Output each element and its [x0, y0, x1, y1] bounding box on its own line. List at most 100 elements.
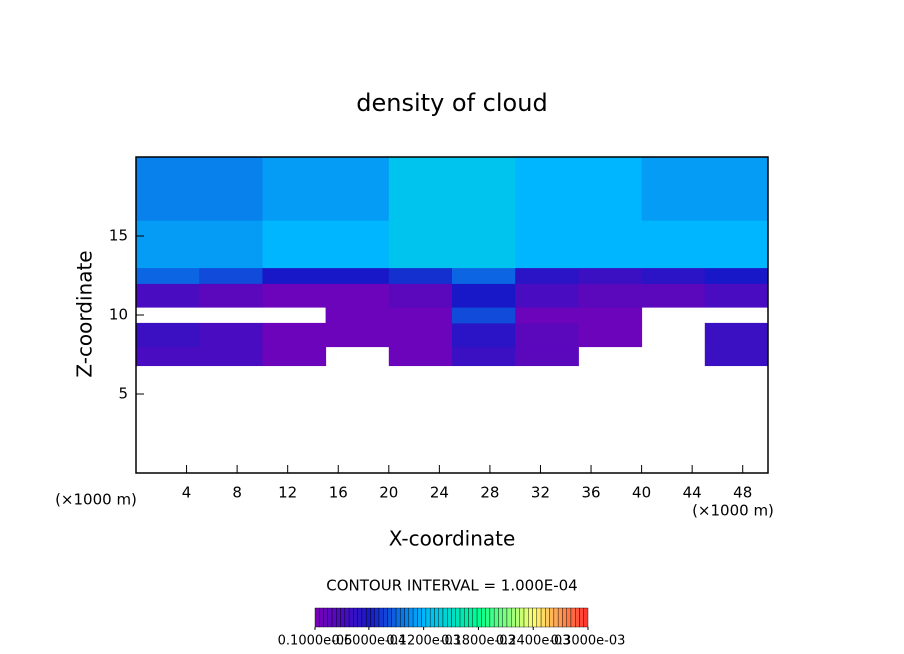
- colorbar-stripe: [536, 607, 542, 628]
- x-axis-label: X-coordinate: [389, 527, 516, 551]
- colorbar-stripe: [447, 607, 452, 628]
- x-tick-label: 36: [581, 484, 600, 502]
- colorbar-stripe: [344, 607, 350, 628]
- heat-cell: [578, 220, 643, 269]
- x-tick-label: 4: [182, 484, 192, 502]
- colorbar-stripe: [387, 607, 392, 628]
- colorbar-stripe: [336, 607, 341, 628]
- colorbar-stripe: [374, 607, 380, 628]
- x-unit-label: (×1000 m): [55, 491, 137, 509]
- colorbar-stripe: [391, 607, 397, 628]
- colorbar-tick-label: 0.1800e-03: [441, 634, 516, 649]
- heat-cell: [452, 157, 516, 221]
- heat-cell: [136, 267, 200, 284]
- heat-cell: [578, 307, 643, 324]
- heat-cell: [262, 283, 327, 308]
- colorbar-stripe: [498, 607, 503, 628]
- heat-cell: [136, 157, 200, 221]
- heat-cell: [641, 157, 706, 221]
- heat-cell: [515, 267, 579, 284]
- x-tick-label: 20: [379, 484, 398, 502]
- heat-cell: [452, 346, 516, 367]
- heat-cell: [704, 220, 769, 269]
- heat-cell: [515, 220, 579, 269]
- heat-cell: [452, 283, 516, 308]
- colorbar-stripe: [395, 607, 401, 628]
- x-tick-label: 16: [329, 484, 348, 502]
- colorbar-stripe: [442, 607, 448, 628]
- x-unit-label: (×1000 m): [692, 502, 774, 520]
- x-tick-label: 40: [632, 484, 651, 502]
- heat-cell: [452, 267, 516, 284]
- colorbar-stripe: [502, 607, 508, 628]
- colorbar-stripe: [434, 607, 439, 628]
- heat-cell: [136, 283, 200, 308]
- heat-cell: [199, 267, 263, 284]
- colorbar-stripe: [421, 607, 427, 628]
- colorbar-stripe: [570, 607, 576, 628]
- heat-cell: [388, 220, 453, 269]
- colorbar-stripe: [579, 607, 584, 628]
- heat-cell: [388, 322, 453, 348]
- heat-cell: [262, 220, 327, 269]
- heat-cell: [641, 267, 706, 284]
- colorbar-stripe: [557, 607, 563, 628]
- heat-cell: [452, 322, 516, 348]
- colorbar-stripe: [566, 607, 572, 628]
- heat-cell: [199, 220, 263, 269]
- colorbar-stripe: [519, 607, 525, 628]
- x-tick-label: 32: [531, 484, 550, 502]
- colorbar-stripe: [523, 607, 529, 628]
- colorbar-stripe: [528, 607, 533, 628]
- colorbar-stripe: [429, 607, 435, 628]
- heat-cell: [388, 157, 453, 221]
- heat-cell: [704, 322, 769, 348]
- colorbar-stripe: [489, 607, 495, 628]
- colorbar-stripe: [400, 607, 405, 628]
- heat-cell: [641, 283, 706, 308]
- x-tick-label: 44: [683, 484, 702, 502]
- colorbar-stripe: [455, 607, 461, 628]
- colorbar-stripe: [370, 607, 375, 628]
- colorbar-stripe: [361, 607, 367, 628]
- colorbar-stripe: [562, 607, 567, 628]
- colorbar-stripe: [583, 607, 589, 628]
- colorbar-stripe: [472, 607, 478, 628]
- heat-cell: [262, 322, 327, 348]
- heat-cell: [704, 283, 769, 308]
- x-tick-label: 12: [278, 484, 297, 502]
- heat-cell: [325, 322, 390, 348]
- colorbar-stripe: [485, 607, 491, 628]
- colorbar-tick-label: 0.3000e-03: [551, 634, 626, 649]
- heat-cell: [388, 283, 453, 308]
- colorbar-stripe: [417, 607, 422, 628]
- heat-cell: [325, 283, 390, 308]
- heat-cell: [578, 322, 643, 348]
- colorbar-stripe: [408, 607, 414, 628]
- y-tick-label: 10: [109, 306, 128, 324]
- colorbar-stripe: [464, 607, 469, 628]
- heat-cell: [325, 157, 390, 221]
- colorbar-stripe: [314, 607, 320, 628]
- heat-cell: [578, 283, 643, 308]
- heat-cell: [388, 307, 453, 324]
- x-tick-label: 48: [733, 484, 752, 502]
- colorbar-stripe: [553, 607, 559, 628]
- colorbar-stripe: [545, 607, 550, 628]
- heat-cell: [704, 346, 769, 367]
- heat-cell: [704, 267, 769, 284]
- heat-cell: [515, 307, 579, 324]
- colorbar-stripe: [540, 607, 546, 628]
- colorbar-stripe: [357, 607, 363, 628]
- heat-cell: [452, 307, 516, 324]
- heat-cell: [262, 346, 327, 367]
- colorbar-tick-label: 0.1200e-03: [386, 634, 461, 649]
- colorbar-stripe: [459, 607, 465, 628]
- heat-cell: [136, 220, 200, 269]
- heat-cell: [199, 157, 263, 221]
- x-tick-label: 28: [480, 484, 499, 502]
- heat-cell: [388, 267, 453, 284]
- colorbar-stripe: [511, 607, 516, 628]
- colorbar-stripe: [493, 607, 499, 628]
